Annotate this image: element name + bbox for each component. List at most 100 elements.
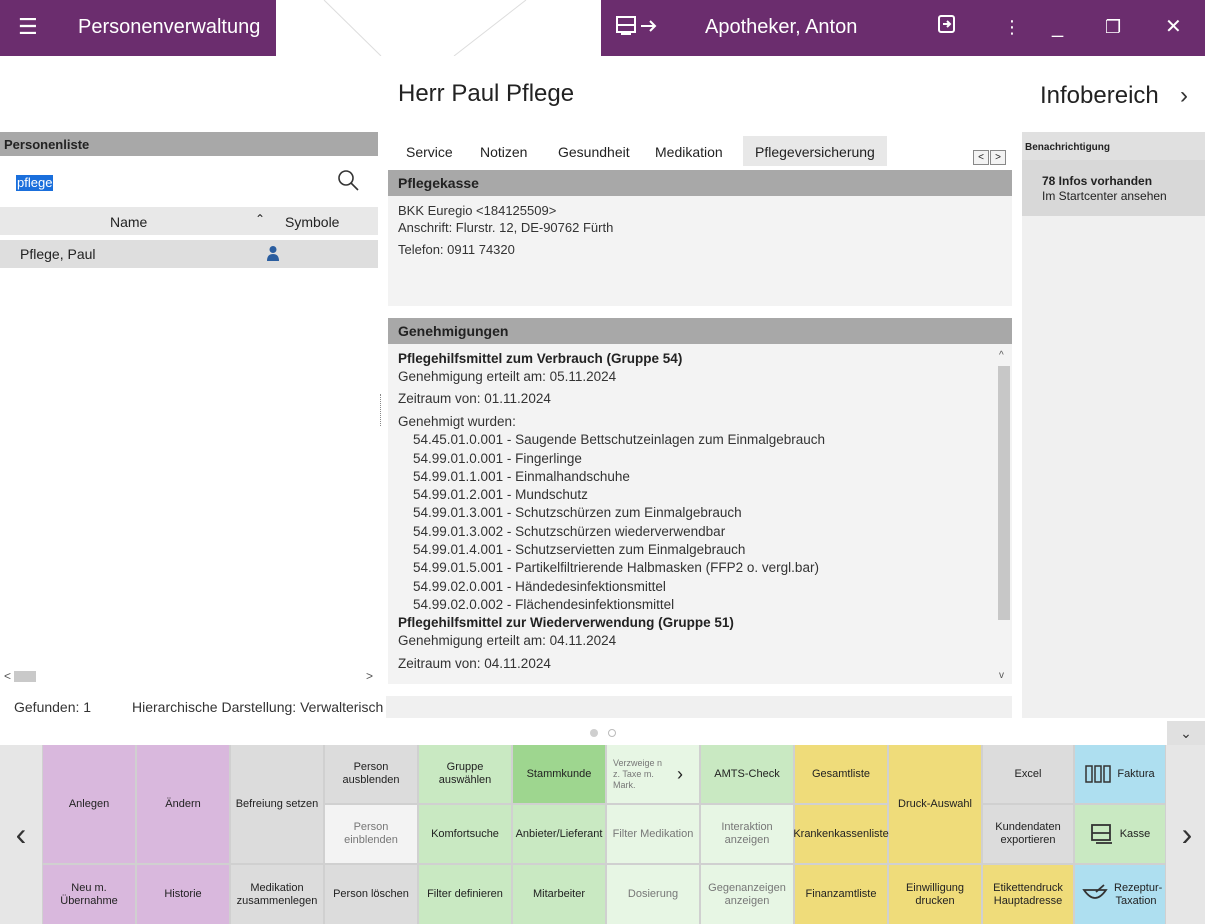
medikation-zusammenlegen-button[interactable]: Medikation zusammenlegen xyxy=(231,865,323,924)
filter-definieren-button[interactable]: Filter definieren xyxy=(419,865,511,924)
more-vertical-icon[interactable]: ⋮ xyxy=(1003,17,1021,37)
scroll-down-icon[interactable]: v xyxy=(999,670,1004,681)
hamburger-icon[interactable]: ☰ xyxy=(18,14,38,39)
page-dot-active[interactable] xyxy=(590,729,598,737)
approved-item: 54.99.01.3.001 - Schutzschürzen zum Einm… xyxy=(413,505,742,521)
gruppe-auswaehlen-button[interactable]: Gruppe auswählen xyxy=(419,745,511,803)
current-user[interactable]: Apotheker, Anton xyxy=(705,16,858,38)
tab-next-icon[interactable]: > xyxy=(990,150,1006,165)
kasse-button[interactable]: Kasse xyxy=(1075,805,1165,863)
page-dot[interactable] xyxy=(608,729,616,737)
title-bar-gap xyxy=(276,0,601,57)
collapse-icon[interactable]: ⌄ xyxy=(1167,721,1205,745)
user-switch-icon[interactable] xyxy=(615,14,661,45)
close-button[interactable]: ✕ xyxy=(1165,16,1182,38)
stammkunde-button[interactable]: Stammkunde xyxy=(513,745,605,803)
vertical-scrollbar[interactable]: ^ v xyxy=(996,350,1010,681)
tab-medikation[interactable]: Medikation xyxy=(655,144,723,160)
search-value[interactable]: pflege xyxy=(16,175,54,191)
column-symbole[interactable]: Symbole xyxy=(285,214,340,230)
decorative-lines xyxy=(323,0,527,57)
list-item-name: Pflege, Paul xyxy=(20,246,96,262)
finanzamtliste-button[interactable]: Finanzamtliste xyxy=(795,865,887,924)
notification-header: Benachrichtigung xyxy=(1022,132,1205,160)
gesamtliste-button[interactable]: Gesamtliste xyxy=(795,745,887,803)
restore-button[interactable]: ❐ xyxy=(1105,17,1122,37)
kasse-name: BKK Euregio <184125509> xyxy=(398,203,557,218)
search-icon[interactable] xyxy=(336,168,360,195)
historie-button[interactable]: Historie xyxy=(137,865,229,924)
horizontal-scrollbar[interactable]: < > xyxy=(0,669,378,685)
function-key-bar: ‹ › Anlegen Ändern Befreiung setzen Neu … xyxy=(0,745,1205,924)
minimize-button[interactable]: _ xyxy=(1052,16,1064,38)
faktura-button[interactable]: Faktura xyxy=(1075,745,1165,803)
faktura-icon xyxy=(1085,764,1112,785)
komfortsuche-button[interactable]: Komfortsuche xyxy=(419,805,511,863)
aendern-button[interactable]: Ändern xyxy=(137,745,229,863)
notification-link[interactable]: Im Startcenter ansehen xyxy=(1042,189,1167,203)
anbieter-lieferant-button[interactable]: Anbieter/Lieferant xyxy=(513,805,605,863)
gegenanzeigen-button[interactable]: Gegenanzeigen anzeigen xyxy=(701,865,793,924)
person-ausblenden-button[interactable]: Person ausblenden xyxy=(325,745,417,803)
kasse-phone: Telefon: 0911 74320 xyxy=(398,242,515,257)
column-name[interactable]: Name xyxy=(110,214,148,230)
sort-up-icon[interactable]: ⌃ xyxy=(255,212,266,226)
scroll-right-icon[interactable]: > xyxy=(366,669,374,683)
approved-item: 54.99.02.0.002 - Flächendesinfektionsmit… xyxy=(413,596,675,612)
status-bar-strip xyxy=(386,696,1012,718)
scroll-left-icon[interactable]: < xyxy=(4,669,12,683)
tab-notizen[interactable]: Notizen xyxy=(480,144,528,160)
befreiung-button[interactable]: Befreiung setzen xyxy=(231,745,323,863)
chevron-right-icon[interactable]: › xyxy=(1166,745,1205,924)
granted-date: Genehmigung erteilt am: 05.11.2024 xyxy=(398,369,617,384)
splitter-handle[interactable] xyxy=(380,394,382,426)
notification-card[interactable]: 78 Infos vorhanden Im Startcenter ansehe… xyxy=(1022,160,1205,216)
person-loeschen-button[interactable]: Person löschen xyxy=(325,865,417,924)
druck-auswahl-button[interactable]: Druck-Auswahl xyxy=(889,745,981,863)
mitarbeiter-button[interactable]: Mitarbeiter xyxy=(513,865,605,924)
approved-item: 54.99.01.1.001 - Einmalhandschuhe xyxy=(413,468,630,484)
search-input[interactable] xyxy=(12,170,330,192)
period: Zeitraum von: 04.11.2024 xyxy=(398,655,551,671)
items-label: Genehmigt wurden: xyxy=(398,413,516,429)
notification-count: 78 Infos vorhanden xyxy=(1042,174,1153,188)
tab-service[interactable]: Service xyxy=(406,144,453,160)
dosierung-button[interactable]: Dosierung xyxy=(607,865,699,924)
einwilligung-drucken-button[interactable]: Einwilligung drucken xyxy=(889,865,981,924)
tab-gesundheit[interactable]: Gesundheit xyxy=(558,144,630,160)
amts-check-button[interactable]: AMTS-Check xyxy=(701,745,793,803)
etikettendruck-button[interactable]: Etikettendruck Hauptadresse xyxy=(983,865,1073,924)
group-title: Pflegehilfsmittel zum Verbrauch (Gruppe … xyxy=(398,351,683,366)
list-header: Name ⌃ Symbole xyxy=(0,207,378,235)
interaktion-button[interactable]: Interaktion anzeigen xyxy=(701,805,793,863)
logout-icon[interactable] xyxy=(937,14,957,41)
tab-bar: Service Notizen Gesundheit Medikation Pf… xyxy=(388,136,1012,166)
granted-date: Genehmigung erteilt am: 04.11.2024 xyxy=(398,633,617,649)
person-einblenden-button[interactable]: Person einblenden xyxy=(325,805,417,863)
anlegen-button[interactable]: Anlegen xyxy=(43,745,135,863)
infobereich-title: Infobereich xyxy=(1040,82,1159,109)
approved-item: 54.99.02.0.001 - Händedesinfektionsmitte… xyxy=(413,578,666,594)
scroll-up-icon[interactable]: ^ xyxy=(999,350,1004,361)
genehmigungen-header: Genehmigungen xyxy=(388,318,1012,344)
verzweigen-taxe-button[interactable]: Verzweige n z. Taxe m. Mark. › xyxy=(607,745,699,803)
verzweigen-label: Verzweige n z. Taxe m. Mark. xyxy=(613,757,663,790)
list-item[interactable]: Pflege, Paul xyxy=(0,240,378,268)
tab-scroll-arrows: < > xyxy=(973,148,1009,165)
kundendaten-exportieren-button[interactable]: Kundendaten exportieren xyxy=(983,805,1073,863)
tab-pflegeversicherung[interactable]: Pflegeversicherung xyxy=(743,136,887,166)
rezeptur-taxation-button[interactable]: Rezeptur-Taxation xyxy=(1075,865,1165,924)
approved-item: 54.99.01.4.001 - Schutzservietten zum Ei… xyxy=(413,542,746,557)
chevron-right-icon[interactable]: › xyxy=(1180,82,1188,109)
rezeptur-label: Rezeptur-Taxation xyxy=(1114,881,1163,907)
scroll-thumb[interactable] xyxy=(14,671,36,682)
excel-button[interactable]: Excel xyxy=(983,745,1073,803)
krankenkassenliste-button[interactable]: Krankenkassenliste xyxy=(793,805,889,863)
neu-uebernahme-button[interactable]: Neu m. Übernahme xyxy=(43,865,135,924)
filter-medikation-button[interactable]: Filter Medikation xyxy=(607,805,699,863)
title-bar-right: Apotheker, Anton ⋮ _ ❐ ✕ xyxy=(601,0,1205,56)
chevron-left-icon[interactable]: ‹ xyxy=(0,745,42,924)
cash-register-icon xyxy=(1090,823,1114,846)
tab-prev-icon[interactable]: < xyxy=(973,150,989,165)
scroll-thumb[interactable] xyxy=(998,366,1010,620)
